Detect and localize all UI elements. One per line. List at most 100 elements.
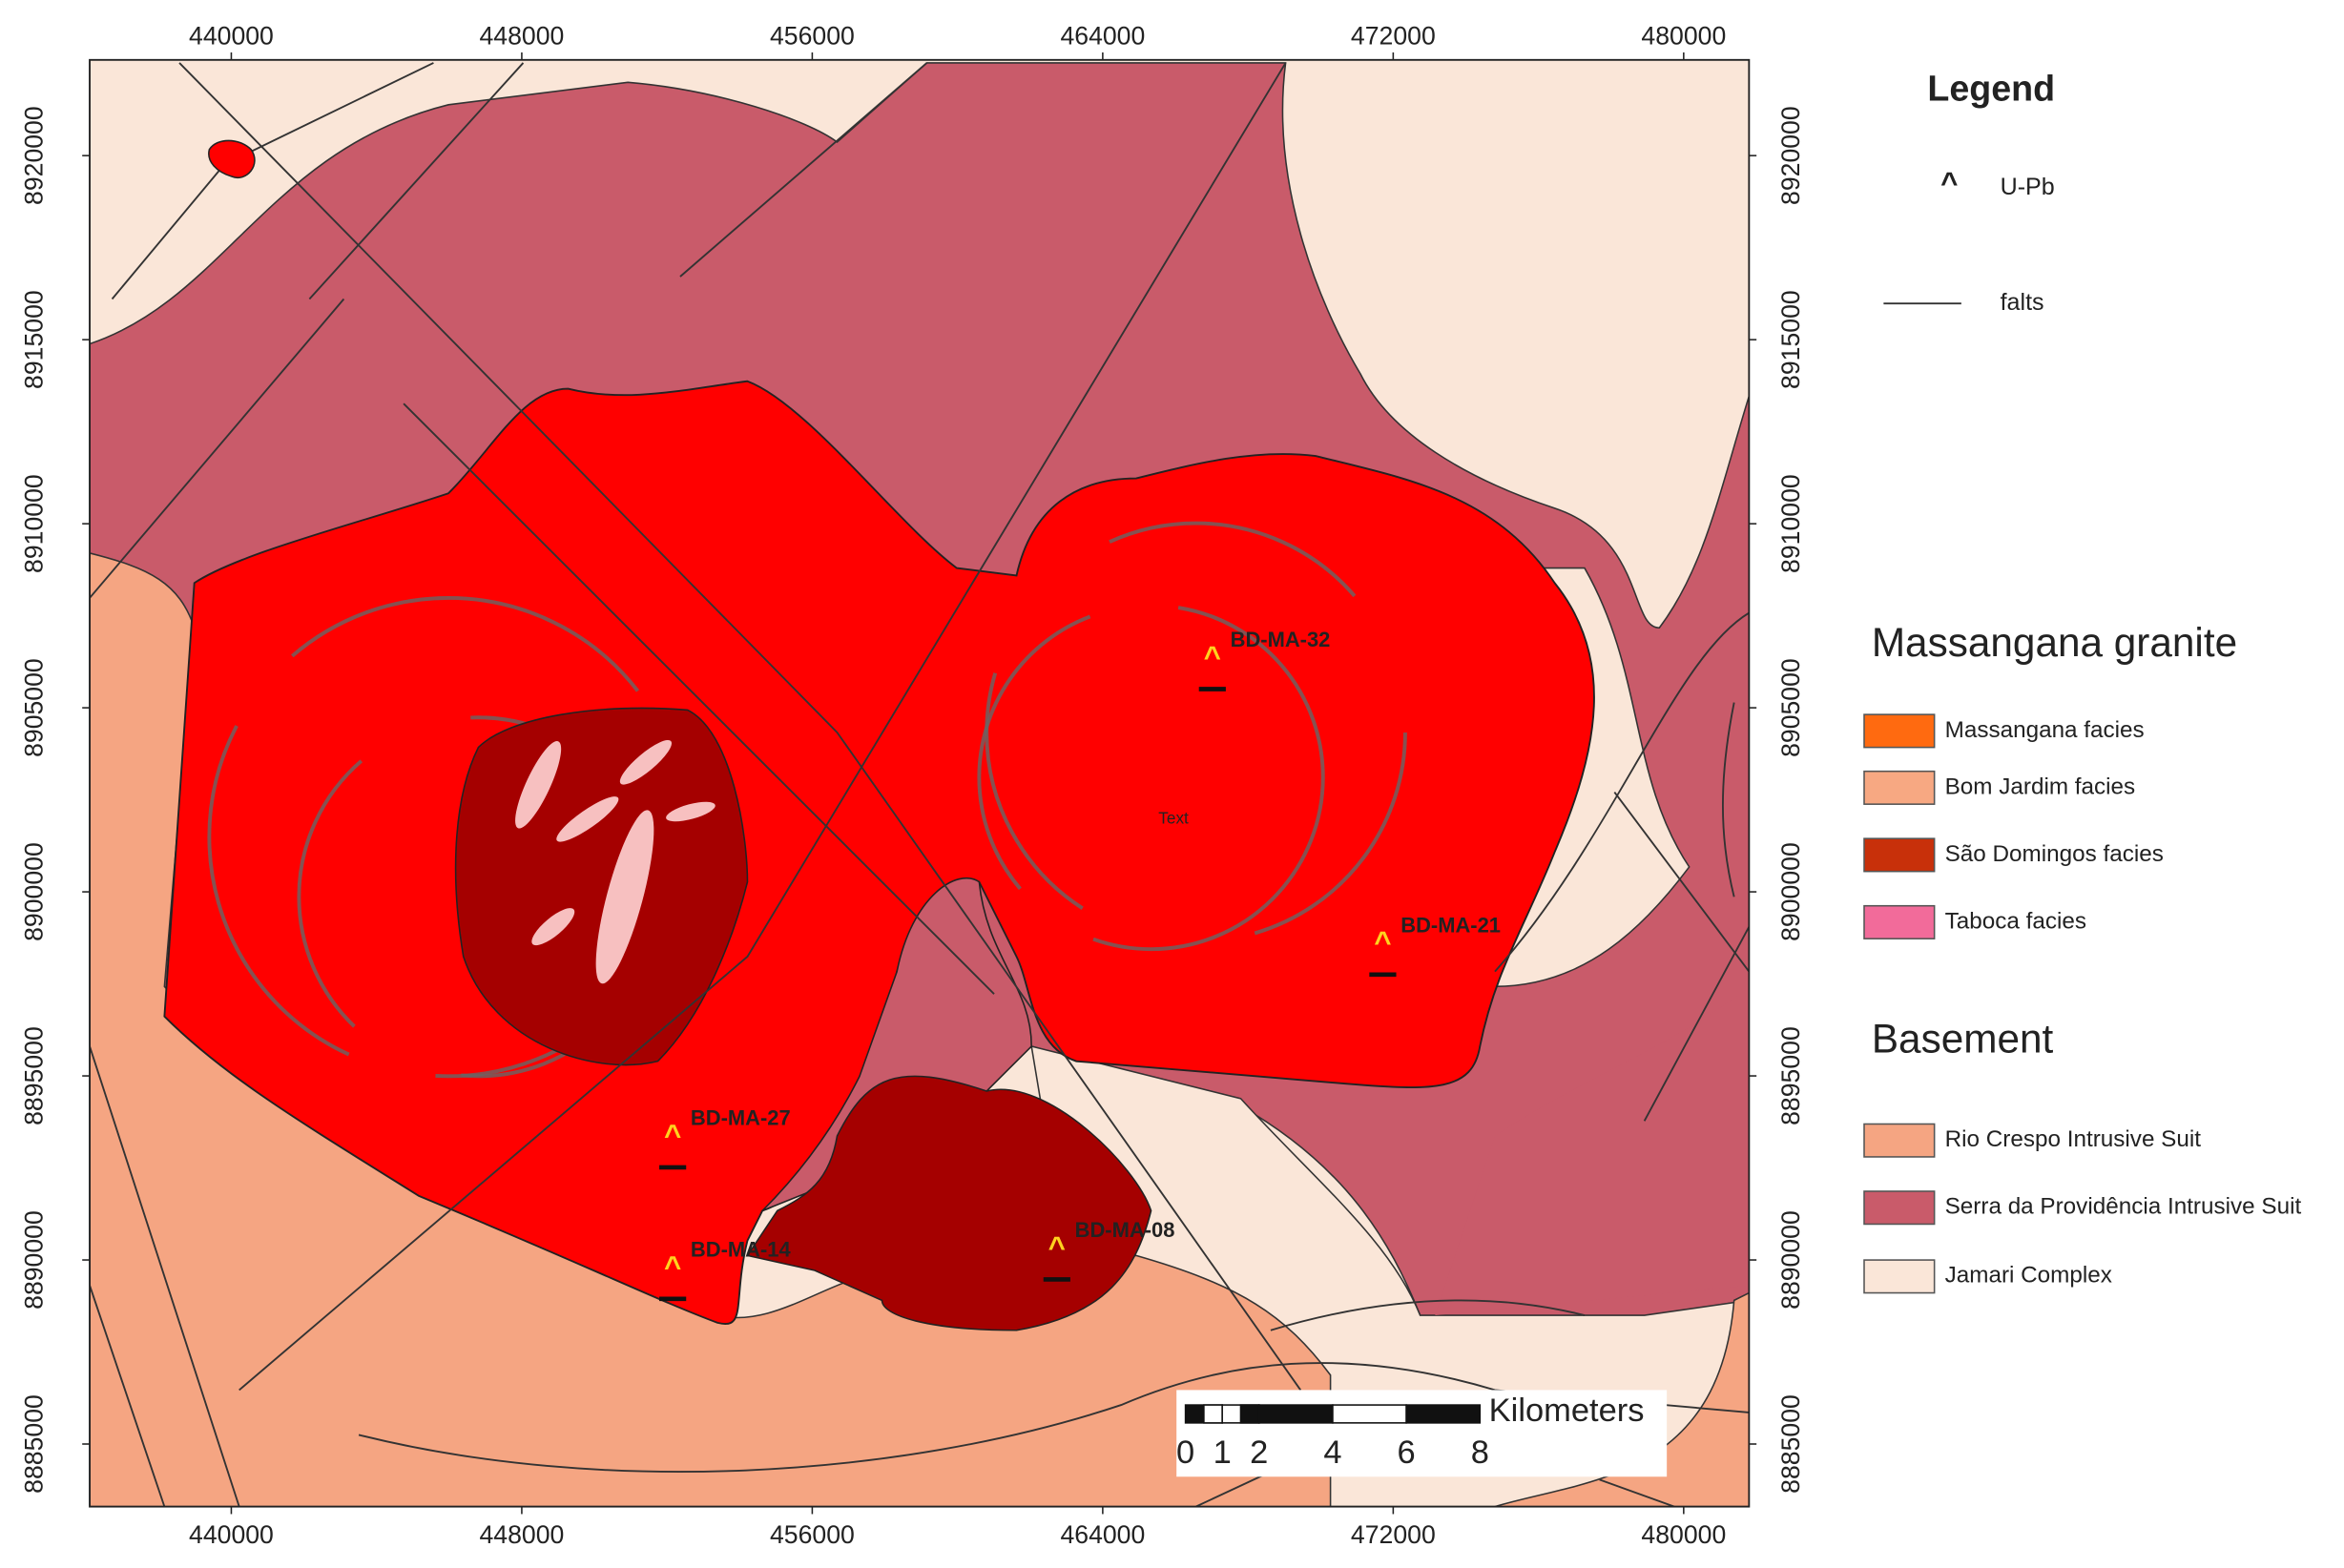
fault [239, 62, 1287, 1392]
samples: ^ BD-MA-32 ^ BD-MA-21 ^ BD-MA-27 ^ BD-MA-14 ^ BD-… [659, 628, 1501, 1302]
ring [977, 603, 1325, 952]
scale-tick-label: 1 [1213, 1434, 1232, 1471]
scale-tick-label: 2 [1250, 1434, 1268, 1471]
legend-swatch [1863, 837, 1936, 873]
x-tick-label: 480000 [1641, 1520, 1726, 1549]
body [556, 796, 619, 842]
legend-swatch [1863, 713, 1936, 749]
legend-group-title: Basement [1872, 1016, 2054, 1061]
y-tick-label: 8910000 [20, 474, 49, 573]
x-tick-label: 472000 [1351, 1520, 1436, 1549]
sample-label: BD-MA-08 [1075, 1218, 1175, 1242]
fault [90, 1045, 240, 1507]
fault [308, 62, 525, 300]
fault [403, 402, 995, 995]
legend-label: Serra da Providência Intrusive Suit [1945, 1194, 2302, 1220]
x-tick-label: 472000 [1351, 21, 1436, 50]
x-tick-label: 448000 [479, 21, 564, 50]
x-tick-label: 440000 [189, 1520, 274, 1549]
y-tick-label: 8890000 [20, 1210, 49, 1310]
x-tick-label: 464000 [1060, 21, 1145, 50]
body [595, 810, 654, 984]
scale-segment [1405, 1404, 1482, 1424]
fault [358, 1362, 1750, 1474]
legend-swatch [1863, 904, 1936, 939]
sample-label: BD-MA-27 [691, 1106, 791, 1130]
map-body [90, 59, 1750, 1507]
map-annotation: Text [1158, 808, 1189, 827]
legend: Legend ^ U-Pb falts Massangana granite Ma… [1863, 69, 2302, 1294]
legend-swatch [1863, 1123, 1936, 1158]
y-tick-label: 8900000 [20, 842, 49, 941]
y-tick-label: 8905000 [20, 658, 49, 757]
legend-swatch [1863, 1190, 1936, 1226]
legend-label: Rio Crespo Intrusive Suit [1945, 1126, 2202, 1152]
scale-segment [1239, 1404, 1260, 1424]
legend-label: Massangana facies [1945, 717, 2145, 743]
legend-label: U-Pb [2001, 174, 2055, 200]
legend-label: falts [2001, 289, 2044, 316]
sample-symbol: ^ [1204, 640, 1221, 673]
serra-area [1435, 986, 1750, 1316]
legend-label: Taboca facies [1945, 908, 2086, 934]
scale-tick-label: 4 [1323, 1434, 1341, 1471]
granite-area [208, 139, 256, 179]
fault [1722, 702, 1735, 897]
fault [1613, 792, 1750, 973]
fault [1270, 1299, 1586, 1331]
y-tick-label: 8905000 [1776, 658, 1805, 757]
fault [178, 62, 1302, 1391]
scale-segment [1332, 1404, 1407, 1424]
x-tick-label: 456000 [770, 21, 855, 50]
y-tick-label: 8920000 [1776, 106, 1805, 205]
body [666, 801, 716, 822]
sample-symbol: ^ [1374, 926, 1391, 959]
taboca-bodies [515, 739, 716, 984]
y-tick-label: 8895000 [20, 1026, 49, 1125]
scale-segment [1257, 1404, 1334, 1424]
x-tick-label: 440000 [189, 21, 274, 50]
fault [1494, 611, 1750, 973]
y-tick-label: 8910000 [1776, 474, 1805, 573]
sao-domingos-area [746, 1075, 1152, 1331]
legend-group-title: Massangana granite [1872, 620, 2237, 665]
scale-segment [1203, 1404, 1223, 1424]
fault [90, 298, 345, 599]
legend-symbol: ^ [1940, 167, 1958, 200]
scale-unit: Kilometers [1489, 1393, 1645, 1429]
body [531, 908, 575, 946]
fault [1599, 1478, 1675, 1507]
sample-label: BD-MA-21 [1400, 913, 1501, 937]
y-tick-label: 8920000 [20, 106, 49, 205]
y-tick-label: 8895000 [1776, 1026, 1805, 1125]
y-tick-label: 8915000 [20, 290, 49, 389]
legend-title: Legend [1927, 69, 2055, 109]
sample-label: BD-MA-32 [1231, 628, 1331, 651]
legend-swatch [1863, 770, 1936, 805]
y-tick-label: 8915000 [1776, 290, 1805, 389]
granite-area [163, 380, 1595, 1325]
x-tick-label: 480000 [1641, 21, 1726, 50]
legend-swatch [1863, 1259, 1936, 1294]
legend-label: Bom Jardim facies [1945, 774, 2136, 799]
legend-label: São Domingos facies [1945, 841, 2164, 867]
fault [1643, 926, 1750, 1122]
scale-tick-label: 6 [1398, 1434, 1416, 1471]
x-tick-label: 464000 [1060, 1520, 1145, 1549]
axes: 440000 440000 448000 448000 456000 456000 4640… [20, 21, 1805, 1549]
scale-tick-label: 8 [1471, 1434, 1489, 1471]
y-tick-label: 8885000 [1776, 1394, 1805, 1494]
faults [90, 62, 1750, 1507]
y-tick-label: 8900000 [1776, 842, 1805, 941]
fault [90, 1285, 166, 1507]
y-tick-label: 8890000 [1776, 1210, 1805, 1310]
serra-area [761, 877, 1032, 1212]
sample-symbol: ^ [1048, 1230, 1066, 1264]
fault [679, 62, 928, 278]
ring [985, 521, 1407, 944]
ring-structures [207, 521, 1407, 1079]
scale-tick-label: 0 [1176, 1434, 1194, 1471]
